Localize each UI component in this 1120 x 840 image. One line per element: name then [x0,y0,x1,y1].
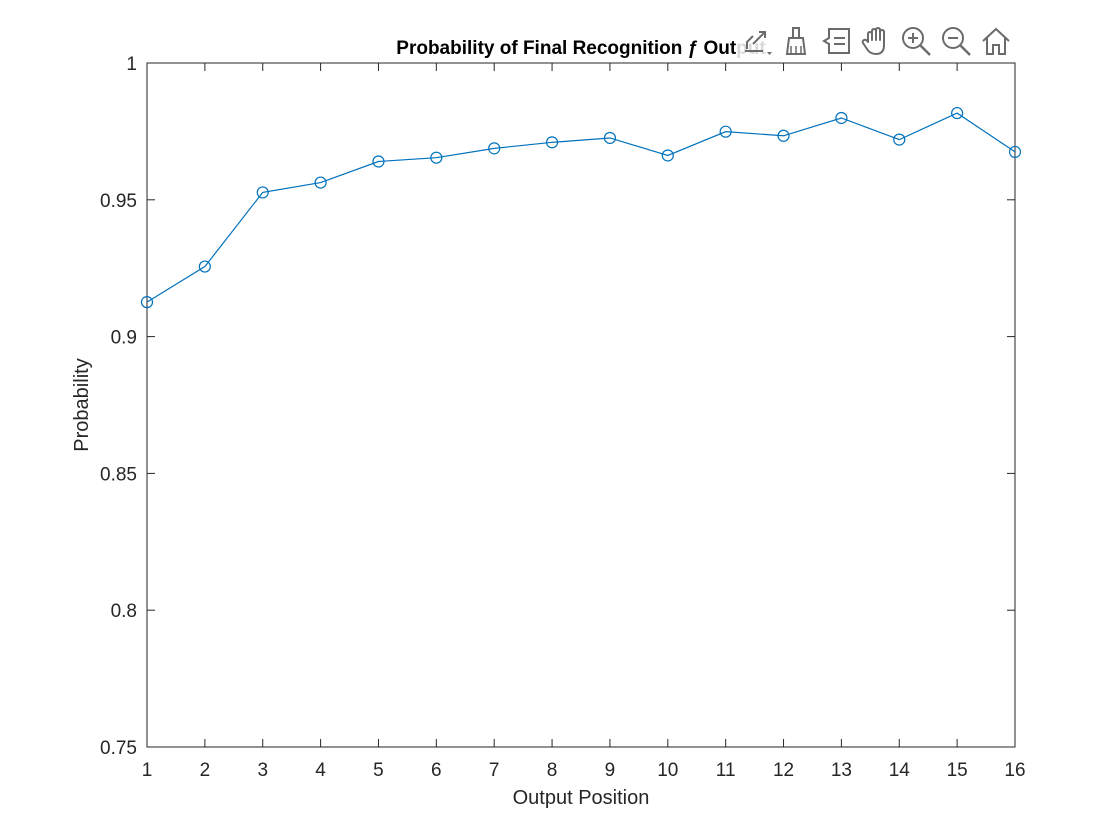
plot-axes[interactable]: 1 2 3 4 5 6 7 8 9 10 11 12 13 14 15 16 0.750.80.850.90.… [100,54,1026,781]
pan-button[interactable] [857,21,895,61]
data-point[interactable] [603,131,617,145]
data-point[interactable] [661,149,674,162]
export-icon [745,31,772,55]
axes-toolbar [737,20,1015,62]
zoom-out-icon [942,27,971,56]
y-tick-label: 0.75 [100,738,137,759]
chart-title: Probability of Final Recognition ƒ Outpu… [396,38,766,59]
x-tick-label: 12 [773,760,794,781]
datatip-icon [822,28,850,54]
zoom-in-button[interactable] [897,21,935,61]
brush-icon [785,27,807,55]
home-icon [982,27,1010,55]
series-layer [140,106,1022,309]
zoom-out-button[interactable] [937,21,975,61]
data-point[interactable] [430,151,443,164]
y-ticks: 0.75 0.8 0.85 0.9 0.95 1 [100,54,1015,759]
home-button[interactable] [977,21,1015,61]
x-tick-label: 4 [315,760,326,781]
y-axis-label: Probability [71,358,93,451]
data-point[interactable] [545,136,559,149]
x-tick-label: 6 [431,760,442,781]
zoom-in-icon [902,27,931,56]
x-axis-label: Output Position [513,787,650,809]
x-tick-label: 16 [1004,760,1025,781]
data-point[interactable] [835,111,848,125]
data-point[interactable] [314,176,327,189]
x-ticks: 1 2 3 4 5 6 7 8 9 10 11 12 13 14 15 16 [142,63,1026,781]
brush-button[interactable] [777,21,815,61]
x-tick-label: 15 [947,760,968,781]
data-point[interactable] [256,186,269,199]
data-point[interactable] [777,129,790,142]
y-tick-label: 0.9 [111,328,137,349]
x-tick-label: 13 [831,760,852,781]
export-button[interactable] [737,21,775,61]
y-tick-label: 0.8 [111,601,137,622]
y-tick-label: 0.95 [100,191,137,212]
x-tick-label: 11 [716,760,736,781]
data-point[interactable] [198,260,211,273]
data-point[interactable] [372,155,385,168]
x-tick-label: 14 [889,760,911,781]
data-point[interactable] [140,296,154,309]
axes-box [146,62,1016,748]
x-tick-label: 1 [142,760,153,781]
y-tick-label: 0.85 [100,464,137,485]
data-point[interactable] [488,142,501,155]
datatip-button[interactable] [817,21,855,61]
data-point[interactable] [1008,145,1022,159]
x-tick-label: 10 [657,760,678,781]
x-tick-label: 9 [605,760,616,781]
x-tick-label: 8 [547,760,558,781]
x-tick-label: 5 [373,760,384,781]
x-tick-label: 2 [200,760,211,781]
x-tick-label: 7 [489,760,500,781]
data-point[interactable] [719,125,732,138]
y-tick-label: 1 [126,54,137,75]
series-line [146,112,1016,303]
data-point[interactable] [951,106,964,120]
data-point[interactable] [893,133,906,146]
pan-hand-icon [861,27,885,55]
x-tick-label: 3 [257,760,268,781]
